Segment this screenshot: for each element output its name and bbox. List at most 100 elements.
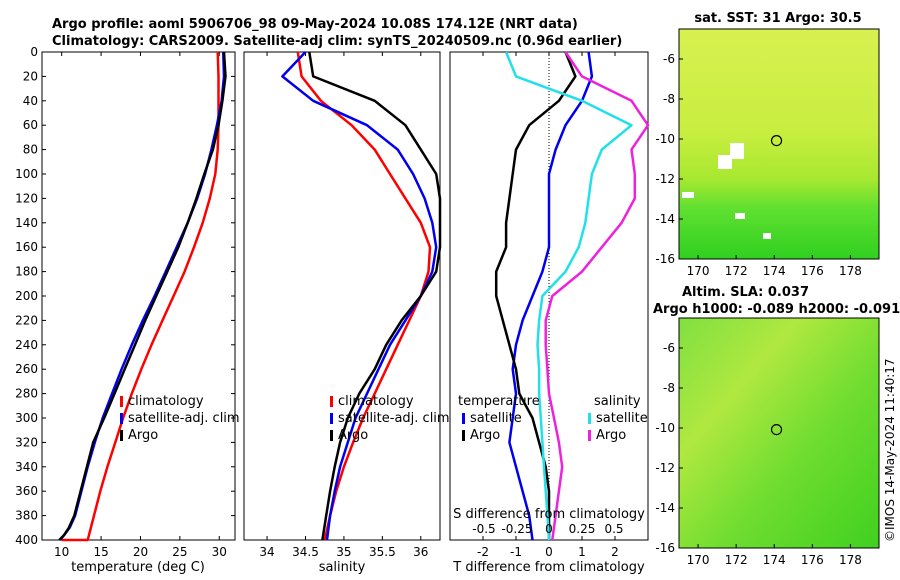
temperature-x-label: temperature (deg C) — [71, 560, 205, 575]
s-difference-ticks: -0.5 -0.25 0 0.25 0.5 — [472, 522, 623, 536]
x-tick-label: 174 — [763, 553, 786, 567]
legend-label-argo-sal: Argo — [596, 428, 626, 443]
legend-label-climatology: climatology — [338, 394, 414, 409]
s-tick-label: 0.25 — [569, 522, 596, 536]
y-tick-label: 400 — [15, 533, 38, 547]
y-tick-label: 0 — [30, 45, 38, 59]
y-tick-label: -16 — [655, 252, 675, 266]
legend-label-satellite: satellite-adj. clim — [128, 411, 240, 426]
missing-data-patch — [735, 213, 745, 219]
y-tick-label: 160 — [15, 240, 38, 254]
y-tick-label: 360 — [15, 484, 38, 498]
sst-map-panel: sat. SST: 31 Argo: 30.5 170 172 174 176 178 … — [655, 11, 880, 278]
legend-swatch-argo — [330, 430, 333, 441]
y-tick-label: -14 — [655, 212, 675, 226]
y-tick-label: -12 — [655, 172, 675, 186]
series-line-argo — [308, 51, 442, 541]
y-tick-label: -8 — [663, 381, 675, 395]
y-tick-label: 240 — [15, 338, 38, 352]
sst-y-ticks: -6 -8 -10 -12 -14 -16 — [655, 52, 683, 266]
legend-label-climatology: climatology — [128, 394, 204, 409]
sla-heatmap — [678, 317, 880, 549]
legend-swatch-argo — [120, 430, 123, 441]
y-tick-label: -6 — [663, 341, 675, 355]
legend-swatch-satellite-temp — [462, 413, 465, 424]
x-tick-label: 34 — [259, 545, 274, 559]
x-tick-label: 176 — [801, 264, 824, 278]
legend-swatch-satellite — [330, 413, 333, 424]
x-tick-label: -2 — [477, 545, 489, 559]
legend-label-argo-temp: Argo — [470, 428, 500, 443]
x-tick-label: 34.5 — [292, 545, 319, 559]
legend-label-satellite: satellite-adj. clim — [338, 411, 450, 426]
y-tick-label: -12 — [655, 461, 675, 475]
timestamp-credit: ©IMOS 14-May-2024 11:40:17 — [883, 358, 897, 542]
missing-data-patch — [763, 233, 771, 239]
x-tick-label: 0 — [545, 545, 553, 559]
x-tick-label: 174 — [763, 264, 786, 278]
legend-label-argo: Argo — [128, 428, 158, 443]
x-tick-label: 178 — [839, 553, 862, 567]
missing-data-patch — [730, 143, 744, 159]
s-tick-label: 0.5 — [604, 522, 623, 536]
y-tick-label: 80 — [23, 143, 38, 157]
s-tick-label: -0.25 — [501, 522, 532, 536]
x-tick-label: 35 — [336, 545, 351, 559]
salinity-panel: 34 34.5 35 35.5 36 climatology satellite-adj… — [243, 51, 450, 575]
figure-title-line1: Argo profile: aoml 5906706_98 09-May-202… — [52, 17, 578, 32]
legend-label-argo: Argo — [338, 428, 368, 443]
sst-heatmap — [678, 28, 880, 260]
x-tick-label: 25 — [172, 545, 187, 559]
difference-lines — [494, 51, 650, 541]
x-tick-label: 170 — [687, 264, 710, 278]
temperature-y-ticks: 0 20 40 60 80 100 120 140 160 180 200 220 240 260 280 3… — [15, 45, 235, 547]
legend-swatch-climatology — [120, 396, 123, 407]
series-line-satellite-salinity — [504, 51, 633, 541]
series-line-satellite-temperature — [508, 51, 594, 541]
salinity-x-label: salinity — [319, 560, 366, 575]
temperature-x-ticks: 10 15 20 25 30 — [54, 52, 227, 559]
salinity-axes-frame — [243, 51, 441, 541]
legend-swatch-argo-sal — [588, 430, 591, 441]
temperature-panel: 0 20 40 60 80 100 120 140 160 180 200 220 240 260 280 3… — [15, 45, 240, 575]
y-tick-label: 20 — [23, 69, 38, 83]
difference-panel: -2 -1 0 1 2 temperature salinity satellite A… — [449, 51, 650, 575]
legend-swatch-climatology — [330, 396, 333, 407]
sla-map-panel: Altim. SLA: 0.037 Argo h1000: -0.089 h20… — [653, 285, 900, 567]
temperature-axes-frame — [41, 51, 236, 541]
sla-map-subtitle: Argo h1000: -0.089 h2000: -0.091 — [653, 302, 900, 317]
y-tick-label: 40 — [23, 94, 38, 108]
y-tick-label: 100 — [15, 167, 38, 181]
difference-legend: temperature salinity satellite Argo sate… — [458, 394, 648, 443]
t-difference-label: T difference from climatology — [452, 560, 645, 575]
legend-title-salinity: salinity — [594, 394, 641, 409]
y-tick-label: 320 — [15, 435, 38, 449]
temperature-legend: climatology satellite-adj. clim Argo — [120, 394, 240, 443]
x-tick-label: 1 — [578, 545, 586, 559]
argo-position-marker — [770, 135, 783, 147]
salinity-lines — [281, 51, 442, 541]
x-tick-label: 30 — [212, 545, 227, 559]
missing-data-patch — [682, 192, 694, 198]
y-tick-label: 380 — [15, 509, 38, 523]
sst-missing-data — [682, 143, 771, 239]
s-tick-label: 0 — [545, 522, 553, 536]
legend-swatch-satellite-sal — [588, 413, 591, 424]
sla-map-title: Altim. SLA: 0.037 — [682, 285, 809, 300]
x-tick-label: 172 — [725, 553, 748, 567]
series-line-argo — [58, 51, 227, 541]
series-line-argo-salinity — [544, 51, 650, 541]
y-tick-label: -16 — [655, 541, 675, 555]
x-tick-label: 20 — [133, 545, 148, 559]
legend-swatch-satellite — [120, 413, 123, 424]
s-difference-label: S difference from climatology — [453, 507, 645, 522]
y-tick-label: 260 — [15, 362, 38, 376]
figure-title-line2: Climatology: CARS2009. Satellite-adj cli… — [52, 34, 622, 49]
legend-swatch-argo-temp — [462, 430, 465, 441]
argo-position-marker — [770, 424, 783, 436]
y-tick-label: -14 — [655, 501, 675, 515]
y-tick-label: 200 — [15, 289, 38, 303]
x-tick-label: -1 — [510, 545, 522, 559]
legend-label-satellite-temp: satellite — [470, 411, 522, 426]
